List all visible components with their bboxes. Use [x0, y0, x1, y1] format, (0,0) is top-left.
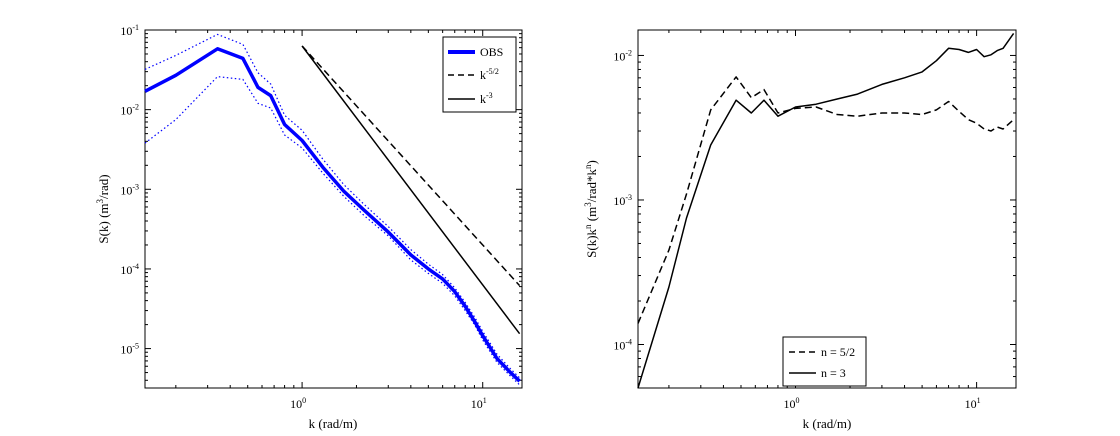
- right-legend: n = 5/2 n = 3: [782, 336, 867, 387]
- right-x-tick-label: 100: [784, 396, 800, 411]
- right-series-layer: [637, 32, 1015, 389]
- legend-label-k-5-2: k-5/2: [480, 67, 499, 82]
- legend-label-n-3: n = 3: [821, 366, 846, 380]
- left-x-tick-label: 100: [290, 396, 306, 411]
- right-y-tick-label: 10-2: [613, 48, 632, 63]
- legend-label-obs: OBS: [480, 45, 503, 59]
- right-legend-box: [782, 336, 867, 387]
- legend-label-n-5-2: n = 5/2: [821, 345, 855, 359]
- left-series-line-0: [144, 47, 521, 383]
- left-series-line-3: [301, 45, 521, 287]
- legend-label-k-3: k-3: [480, 91, 493, 106]
- left-x-axis-label: k (rad/m): [309, 416, 358, 431]
- right-chart-panel: 100 101 10-4 10-3 10-2 k (rad/m) S(k)kn (m3/…: [583, 29, 1017, 431]
- right-y-tick-label: 10-3: [613, 193, 632, 208]
- right-x-axis-label: k (rad/m): [803, 416, 852, 431]
- right-series-line-1: [637, 32, 1015, 389]
- left-y-tick-label: 10-4: [120, 262, 139, 277]
- left-legend: OBS k-5/2 k-3: [442, 36, 517, 113]
- left-axis-ticks: 100 101 10-5 10-4 10-3 10-2 10-1: [120, 23, 522, 411]
- left-y-tick-label: 10-1: [120, 23, 139, 38]
- left-y-tick-label: 10-2: [120, 103, 139, 118]
- right-y-axis-label: S(k)kn (m3/rad*kn): [583, 160, 599, 258]
- left-series-line-4: [301, 45, 521, 335]
- left-x-tick-label: 101: [471, 396, 487, 411]
- right-x-tick-label: 101: [965, 396, 981, 411]
- left-y-axis-label: S(k) (m3/rad): [95, 174, 111, 243]
- left-chart-panel: 100 101 10-5 10-4 10-3 10-2 10-1 k (rad/m) S(k…: [95, 23, 523, 431]
- left-series-layer: [144, 33, 521, 386]
- right-plot-area: [637, 29, 1017, 389]
- right-series-line-0: [637, 76, 1015, 324]
- left-y-tick-label: 10-3: [120, 182, 139, 197]
- left-y-tick-label: 10-5: [120, 342, 139, 357]
- right-axis-ticks: 100 101 10-4 10-3 10-2: [613, 30, 1016, 411]
- right-y-tick-label: 10-4: [613, 337, 632, 352]
